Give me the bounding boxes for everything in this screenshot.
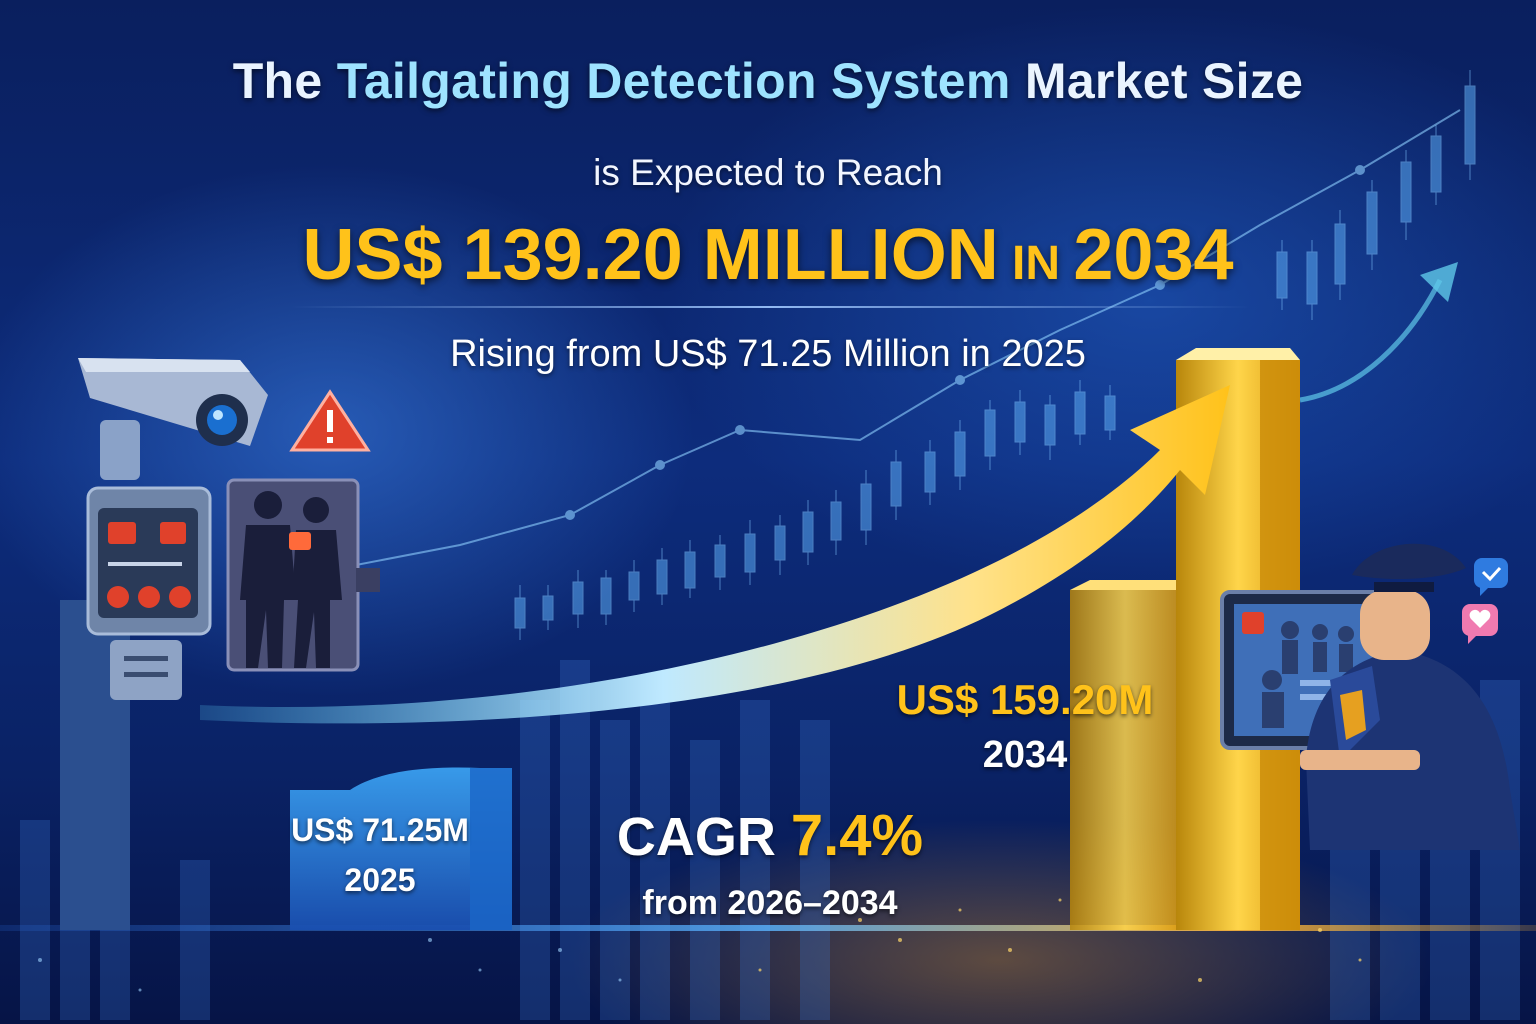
value-2025-label: US$ 71.25M [291,812,469,848]
headline-in: IN [998,237,1074,290]
page-title: The Tailgating Detection System Market S… [0,52,1536,110]
headline: US$ 139.20 MILLION IN 2034 [0,214,1536,296]
title-suffix: Market Size [1010,53,1304,109]
tailgating-people-icon [226,478,380,672]
year-2025-label: 2025 [344,862,416,898]
headline-year: 2034 [1073,215,1234,295]
year-2034-label: 2034 [982,734,1068,776]
headline-value: US$ 139.20 MILLION [302,215,999,295]
cagr-label: CAGR 7.4% [560,802,980,869]
subtitle: is Expected to Reach [593,152,943,193]
floor-glow-line [0,925,1536,931]
title-highlight: Tailgating Detection System [336,53,1011,109]
blue-sparkle-dots [38,938,622,992]
divider-line [290,306,1250,308]
growth-arrow-icon [200,385,1230,724]
heart-bubble-icon [1462,604,1498,644]
upper-trend-arrow-icon [1299,262,1458,403]
chat-bubble-icon [1474,558,1508,596]
bar-2025 [290,767,512,930]
cagr-prefix: CAGR [616,807,791,867]
rising-text: Rising from US$ 71.25 Million in 2025 [450,333,1086,375]
cagr-value: 7.4% [790,803,924,868]
access-terminal-icon [86,486,212,700]
value-2034-label: US$ 159.20M [896,676,1154,723]
trend-line-decoration [329,109,1461,571]
bar-mid-gold [1070,580,1190,930]
candlestick-chart-decoration [514,70,1476,640]
warning-icon [289,389,371,452]
security-guard-icon [1300,543,1520,850]
title-prefix: The [232,53,337,109]
cagr-range-label: from 2026–2034 [642,884,898,922]
sparkle-dots [758,898,1362,982]
